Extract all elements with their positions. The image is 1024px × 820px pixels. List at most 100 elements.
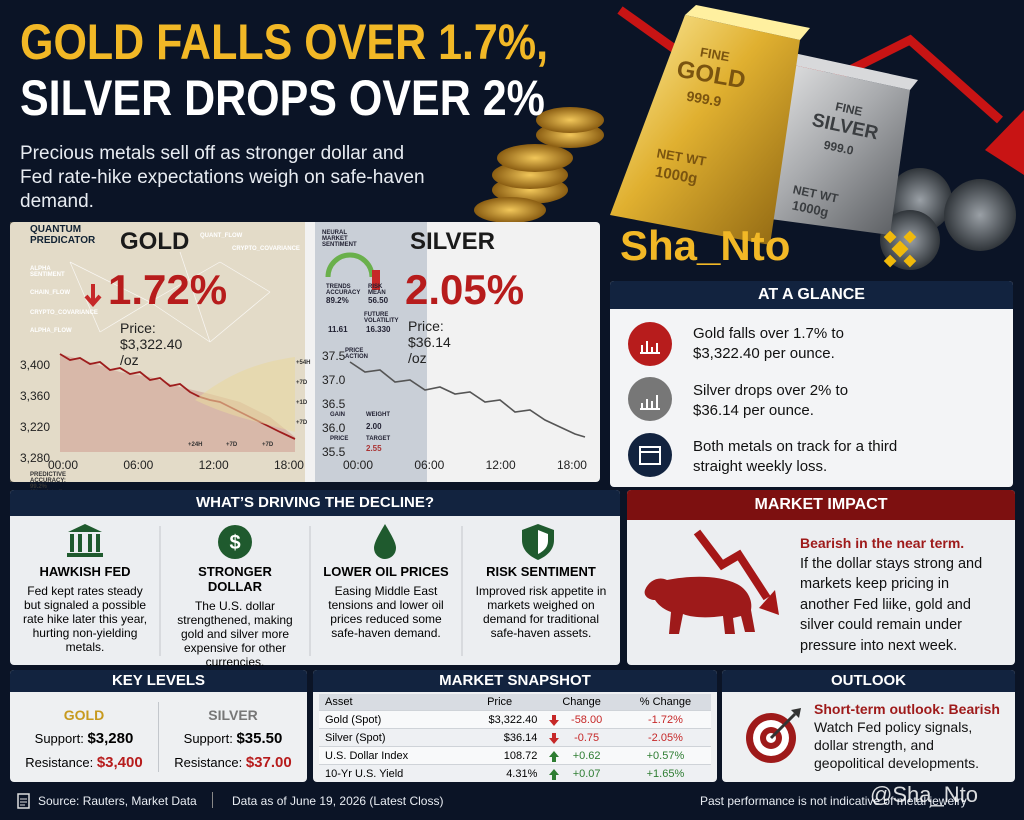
silver-yaxis: 37.5 37.0 36.5 36.0 35.5 (322, 344, 345, 464)
table-cell: Silver (Spot) (325, 731, 386, 744)
arrow-down (549, 732, 560, 744)
column-header: Asset (325, 696, 353, 708)
overlay-label: CRYPTO_COVARIANCE (232, 246, 300, 252)
impact-title: MARKET IMPACT (627, 490, 1015, 520)
snapshot-panel: MARKET SNAPSHOT Asset Price Change % Change… (313, 670, 717, 782)
forecast-label: +7D (296, 420, 308, 426)
outlook-text: Short-term outlook: Bearish Watch Fed po… (814, 700, 1004, 772)
overlay-label: CHAIN_FLOW (30, 290, 70, 296)
overlay-label: PRICE (330, 436, 349, 442)
driver: STRONGER DOLLAR The U.S. dollar strengthe… (160, 564, 310, 669)
table-row: Silver (Spot) $36.14 -0.75 -2.05% (319, 728, 711, 747)
driver: RISK SENTIMENT Improved risk appetite in … (462, 564, 620, 669)
x-tick-label: 00:00 (48, 458, 79, 472)
glance-item: Both metals on track for a third straigh… (693, 438, 898, 475)
gold-yaxis: 3,400 3,360 3,220 3,280 (20, 350, 50, 474)
subtitle: Precious metals sell off as stronger dol… (20, 143, 425, 212)
footer-date: Data as of June 19, 2026 (Latest Closs) (232, 794, 444, 808)
silver-xaxis: 00:00 06:00 12:00 18:00 (343, 458, 587, 472)
arrow-up (549, 768, 560, 780)
forecast-label: +24H (188, 442, 203, 448)
driver-text: Fed kept rates steady but signaled a pos… (22, 584, 148, 654)
x-tick-label: 12:00 (198, 458, 229, 472)
table-cell: U.S. Dollar Index (325, 749, 409, 762)
bar-text: 999.0 (823, 138, 856, 158)
driver-text: The U.S. dollar strengthened, making gol… (177, 599, 293, 669)
table-cell: +0.57% (646, 749, 685, 762)
overlay-title: QUANTUM PREDICATOR (30, 224, 96, 246)
overlay-metric: 16.330 (366, 325, 391, 334)
overlay-label: 2.55 (366, 444, 382, 453)
overlay-metric: 89.2% (326, 296, 349, 305)
impact-text: Bearish in the near term. If the dollar … (800, 533, 1000, 656)
silver-change: 2.05% (405, 266, 525, 313)
x-tick-label: 12:00 (485, 458, 516, 472)
column-header: % Change (639, 696, 692, 708)
x-tick-label: 06:00 (123, 458, 154, 472)
driver-text: Improved risk appetite in markets weighe… (475, 584, 607, 640)
y-tick-label: 35.5 (322, 445, 346, 459)
level-value: $35.50 (236, 730, 283, 747)
gold-xaxis: 00:00 06:00 12:00 18:00 (48, 458, 304, 472)
table-cell: $3,322.40 (488, 713, 538, 726)
overlay-label: ALPHA_FLOW (30, 328, 72, 334)
silver-coins (880, 168, 1016, 270)
y-tick-label: 37.0 (322, 373, 346, 387)
table-cell: -0.75 (543, 729, 619, 747)
column-header: Change (562, 696, 601, 708)
y-tick-label: 37.5 (322, 349, 346, 363)
footer-disclaimer: Past performance is not indicative of me… (700, 794, 967, 808)
gold-bar (610, 15, 800, 245)
driver-title: LOWER OIL PRICES (323, 564, 449, 579)
table-row: U.S. Dollar Index 108.72 +0.62 +0.57% (319, 746, 711, 765)
glance-panel: AT A GLANCE (610, 281, 1013, 487)
y-tick-label: 3,400 (20, 358, 51, 372)
overlay-label: QUANT_FLOW (200, 233, 243, 239)
bear-icon (644, 529, 779, 634)
overlay-label: CRYPTO_COVARIANCE (30, 310, 98, 316)
hero-art: FINE GOLD 999.9 NET WT 1000g FINE SILVER… (474, 5, 1024, 270)
impact-lead: Bearish in the near term. (800, 535, 965, 551)
gold-name: GOLD (120, 228, 190, 255)
levels-panel: KEY LEVELS GOLD Support: $3,280 Resistan… (10, 670, 307, 782)
gold-change: 1.72% (108, 266, 228, 313)
overlay-label: ALPHA SENTIMENT (30, 266, 65, 278)
table-header: Asset Price Change % Change (319, 694, 711, 711)
forecast-label: +54H (296, 360, 311, 366)
snapshot-title: MARKET SNAPSHOT (313, 670, 717, 692)
brand-logo (883, 230, 917, 268)
glance-item: Silver drops over 2% to $36.14 per ounce… (693, 382, 849, 419)
watermark: @Sha_Nto (870, 782, 978, 807)
level-value: $37.00 (245, 754, 292, 771)
glance-item: Gold falls over 1.7% to $3,322.40 per ou… (693, 325, 844, 362)
overlay-title: NEURAL MARKET SENTIMENT (322, 230, 357, 248)
overlay-label: 2.00 (366, 422, 382, 431)
impact-body: If the dollar stays strong and markets k… (800, 555, 983, 654)
levels-silver: SILVER Support: $35.50 Resistance: $37.0… (159, 703, 307, 775)
glance-icons (628, 322, 672, 477)
table-cell: Gold (Spot) (325, 713, 382, 726)
price-panels (10, 222, 600, 482)
title-line: GOLD FALLS OVER 1.7%, (20, 14, 549, 70)
drivers-items: HAWKISH FED Fed kept rates steady but sig… (10, 564, 620, 669)
bar-text: FINE (834, 99, 864, 118)
bar-text: 999.9 (685, 88, 722, 110)
table-cell: $36.14 (503, 731, 538, 744)
driver-title: STRONGER DOLLAR (198, 564, 272, 594)
x-tick-label: 18:00 (273, 458, 304, 472)
x-tick-label: 00:00 (343, 458, 374, 472)
driver-title: HAWKISH FED (39, 564, 131, 579)
forecast-label: +7D (296, 380, 308, 386)
table-row: 10-Yr U.S. Yield 4.31% +0.07 +1.65% (319, 764, 711, 783)
silver-price: Price: $36.14 /oz (408, 318, 451, 366)
table-cell: 4.31% (506, 767, 538, 780)
y-tick-label: 3,280 (20, 451, 51, 465)
x-tick-label: 06:00 (414, 458, 445, 472)
driver-title: RISK SENTIMENT (486, 564, 596, 579)
column-header: Price (487, 696, 513, 708)
table-cell: +0.62 (543, 747, 619, 765)
table-cell: +0.07 (543, 765, 619, 783)
overlay-metric: FUTURE VOLATILITY (364, 312, 399, 324)
arrow-down (549, 714, 560, 726)
